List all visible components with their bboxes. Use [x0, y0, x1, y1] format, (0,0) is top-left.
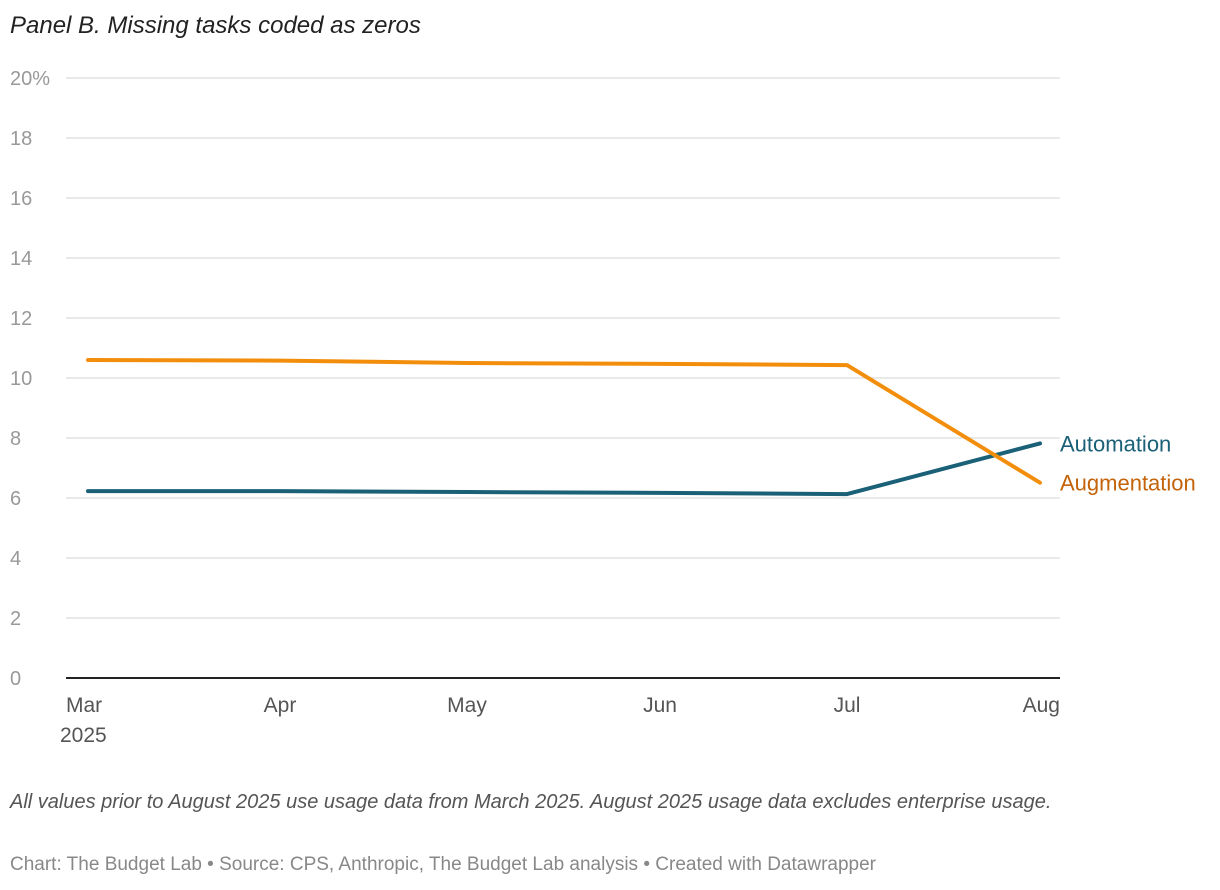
y-tick-label: 10: [10, 368, 32, 390]
y-tick-label: 4: [10, 548, 21, 570]
y-tick-label: 6: [10, 488, 21, 510]
y-tick-label: 16: [10, 188, 32, 210]
chart-title: Panel B. Missing tasks coded as zeros: [10, 12, 421, 39]
x-tick-label: Jun: [643, 694, 677, 717]
series-label-automation: Automation: [1060, 431, 1171, 456]
y-tick-label: 0: [10, 668, 21, 690]
x-tick-label: Apr: [264, 694, 297, 717]
y-tick-label: 14: [10, 248, 32, 270]
x-tick-label: May: [447, 694, 487, 717]
line-chart: 0 2 4 6 8 10 12 14 16 18 20% Mar Apr May Jun Jul Aug 2025…: [10, 68, 1196, 747]
y-tick-label: 2: [10, 608, 21, 630]
chart-credit: Chart: The Budget Lab • Source: CPS, Ant…: [10, 854, 876, 875]
series-label-augmentation: Augmentation: [1060, 471, 1196, 496]
y-tick-label: 12: [10, 308, 32, 330]
y-tick-label: 18: [10, 128, 32, 150]
x-tick-label: Jul: [834, 694, 861, 717]
x-tick-year-label: 2025: [60, 724, 107, 747]
y-tick-label: 20%: [10, 68, 50, 90]
chart-notes: All values prior to August 2025 use usag…: [10, 791, 1052, 813]
series-line-automation: [86, 441, 1042, 497]
series-line-augmentation: [86, 358, 1042, 485]
x-tick-label: Aug: [1023, 694, 1060, 717]
x-tick-label: Mar: [66, 694, 102, 717]
y-tick-label: 8: [10, 428, 21, 450]
